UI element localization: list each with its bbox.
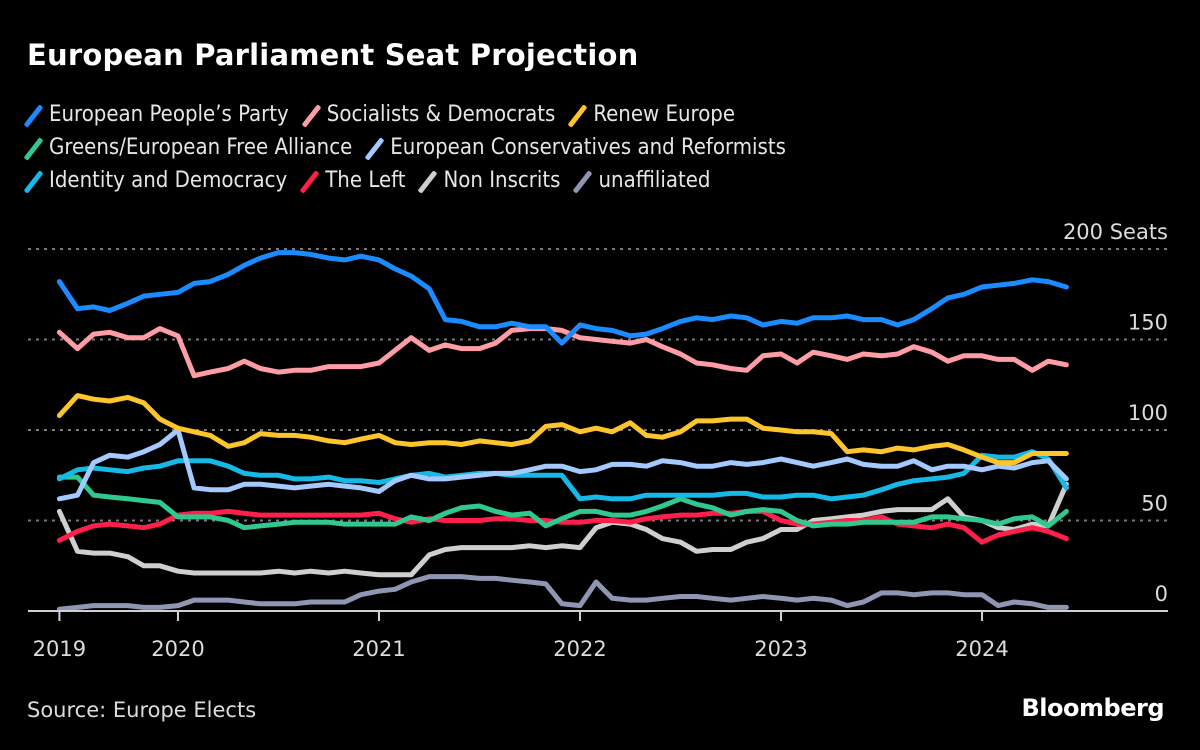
legend-item-greens: Greens/European Free Alliance: [27, 135, 352, 160]
y-tick-label: 150: [1128, 311, 1168, 335]
x-tick-label: 2019: [33, 637, 86, 661]
legend-label: Greens/European Free Alliance: [49, 135, 353, 160]
legend-item-left: The Left: [303, 168, 405, 193]
series-lines: [56, 250, 1069, 612]
series-line-greens-european-free-alliance: [56, 474, 1069, 531]
legend-label: European People’s Party: [49, 102, 289, 127]
x-tick-label: 2022: [553, 637, 606, 661]
x-tick-label: 2024: [955, 637, 1008, 661]
gridlines: [28, 248, 1168, 522]
x-tick-label: 2023: [754, 637, 807, 661]
y-tick-label: 50: [1141, 492, 1168, 516]
series-line-renew-europe: [56, 393, 1069, 466]
series-line-european-people-s-party: [56, 250, 1069, 346]
chart-title: European Parliament Seat Projection: [27, 38, 639, 72]
legend-label: Identity and Democracy: [49, 168, 288, 193]
y-tick-label: 100: [1128, 401, 1168, 425]
y-tick-label: 200 Seats: [1063, 220, 1168, 244]
legend-label: Non Inscrits: [443, 168, 561, 193]
series-line-unaffiliated: [56, 574, 1069, 612]
legend-label: Renew Europe: [593, 102, 736, 127]
source-note: Source: Europe Elects: [27, 698, 257, 722]
legend: European People’s Party Socialists & Dem…: [27, 98, 1177, 197]
legend-label: Socialists & Democrats: [326, 102, 556, 127]
legend-label: unaffiliated: [598, 168, 711, 193]
legend-item-epp: European People’s Party: [27, 102, 289, 127]
legend-item-sd: Socialists & Democrats: [305, 102, 556, 127]
x-tick-label: 2021: [352, 637, 405, 661]
x-axis: 2019 2020 2021 2022 2023 2024: [28, 610, 1168, 661]
legend-item-renew: Renew Europe: [571, 102, 735, 127]
legend-item-ni: Non Inscrits: [421, 168, 560, 193]
y-tick-label: 0: [1155, 582, 1168, 606]
series-line-identity-and-democracy: [56, 449, 1069, 502]
legend-label: The Left: [325, 168, 406, 193]
series-line-socialists-democrats: [56, 326, 1069, 379]
legend-row: Greens/European Free Alliance European C…: [27, 131, 1177, 164]
x-tick-label: 2020: [151, 637, 204, 661]
legend-row: European People’s Party Socialists & Dem…: [27, 98, 1177, 131]
legend-item-ecr: European Conservatives and Reformists: [368, 135, 786, 160]
legend-label: European Conservatives and Reformists: [390, 135, 786, 160]
series-line-european-conservatives-and-reformists: [56, 427, 1069, 502]
legend-item-unaffiliated: unaffiliated: [576, 168, 710, 193]
legend-row: Identity and Democracy The Left Non Insc…: [27, 164, 1177, 197]
bloomberg-logo: Bloomberg: [1021, 694, 1165, 722]
legend-item-id: Identity and Democracy: [27, 168, 287, 193]
series-line-non-inscrits: [56, 481, 1069, 578]
y-axis-labels: 0 50 100 150 200 Seats: [1063, 220, 1168, 606]
